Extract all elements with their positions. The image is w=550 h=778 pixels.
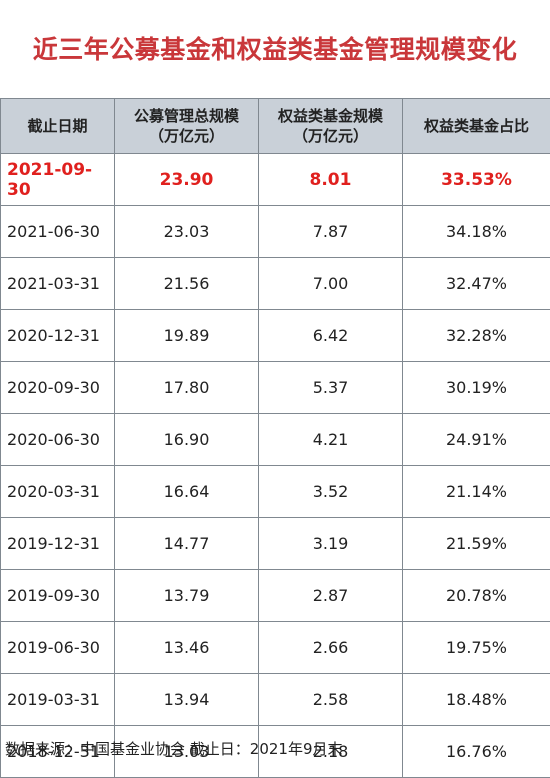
cell-date: 2020-12-31	[1, 310, 115, 362]
cell-equity-scale: 8.01	[259, 154, 403, 206]
cell-equity-ratio: 19.75%	[403, 622, 550, 674]
cell-equity-scale: 5.37	[259, 362, 403, 414]
cell-equity-ratio: 21.14%	[403, 466, 550, 518]
cell-date: 2020-03-31	[1, 466, 115, 518]
cell-equity-ratio: 24.91%	[403, 414, 550, 466]
cell-equity-ratio: 32.28%	[403, 310, 550, 362]
cell-equity-ratio: 16.76%	[403, 726, 550, 778]
cell-date: 2019-12-31	[1, 518, 115, 570]
cell-equity-scale: 2.87	[259, 570, 403, 622]
cell-date: 2019-03-31	[1, 674, 115, 726]
page-title: 近三年公募基金和权益类基金管理规模变化	[0, 0, 550, 96]
cell-date: 2021-09-30	[1, 154, 115, 206]
cell-equity-ratio: 30.19%	[403, 362, 550, 414]
cell-equity-ratio: 20.78%	[403, 570, 550, 622]
header-equity-scale-unit: （万亿元）	[259, 126, 402, 146]
cell-equity-scale: 7.87	[259, 206, 403, 258]
header-total-scale-unit: （万亿元）	[115, 126, 258, 146]
cell-equity-ratio: 34.18%	[403, 206, 550, 258]
header-equity-scale: 权益类基金规模 （万亿元）	[259, 99, 403, 154]
cell-equity-scale: 3.52	[259, 466, 403, 518]
cell-equity-scale: 4.21	[259, 414, 403, 466]
cell-equity-scale: 2.66	[259, 622, 403, 674]
cell-equity-ratio: 21.59%	[403, 518, 550, 570]
header-equity-scale-line1: 权益类基金规模	[259, 106, 402, 126]
cell-total-scale: 23.90	[115, 154, 259, 206]
cell-equity-scale: 2.58	[259, 674, 403, 726]
cell-equity-ratio: 32.47%	[403, 258, 550, 310]
cell-equity-scale: 3.19	[259, 518, 403, 570]
cell-date: 2019-06-30	[1, 622, 115, 674]
header-equity-ratio: 权益类基金占比	[403, 99, 550, 154]
cell-total-scale: 16.64	[115, 466, 259, 518]
header-date: 截止日期	[1, 99, 115, 154]
cell-total-scale: 21.56	[115, 258, 259, 310]
cell-date: 2019-09-30	[1, 570, 115, 622]
cell-date: 2021-03-31	[1, 258, 115, 310]
cell-total-scale: 23.03	[115, 206, 259, 258]
header-total-scale: 公募管理总规模 （万亿元）	[115, 99, 259, 154]
cell-total-scale: 16.90	[115, 414, 259, 466]
cell-equity-scale: 6.42	[259, 310, 403, 362]
header-total-scale-line1: 公募管理总规模	[115, 106, 258, 126]
cell-date: 2020-09-30	[1, 362, 115, 414]
cell-equity-ratio: 33.53%	[403, 154, 550, 206]
cell-equity-ratio: 18.48%	[403, 674, 550, 726]
cell-total-scale: 17.80	[115, 362, 259, 414]
cell-equity-scale: 7.00	[259, 258, 403, 310]
cell-total-scale: 13.94	[115, 674, 259, 726]
table-header: 截止日期 公募管理总规模 （万亿元） 权益类基金规模 （万亿元） 权益类基金占比	[1, 99, 550, 154]
cell-total-scale: 13.79	[115, 570, 259, 622]
cell-date: 2020-06-30	[1, 414, 115, 466]
fund-scale-table: 截止日期 公募管理总规模 （万亿元） 权益类基金规模 （万亿元） 权益类基金占比…	[0, 98, 550, 778]
cell-total-scale: 19.89	[115, 310, 259, 362]
cell-total-scale: 14.77	[115, 518, 259, 570]
cell-date: 2021-06-30	[1, 206, 115, 258]
source-note: 数据来源：中国基金业协会 截止日：2021年9月末	[5, 738, 343, 759]
cell-total-scale: 13.46	[115, 622, 259, 674]
